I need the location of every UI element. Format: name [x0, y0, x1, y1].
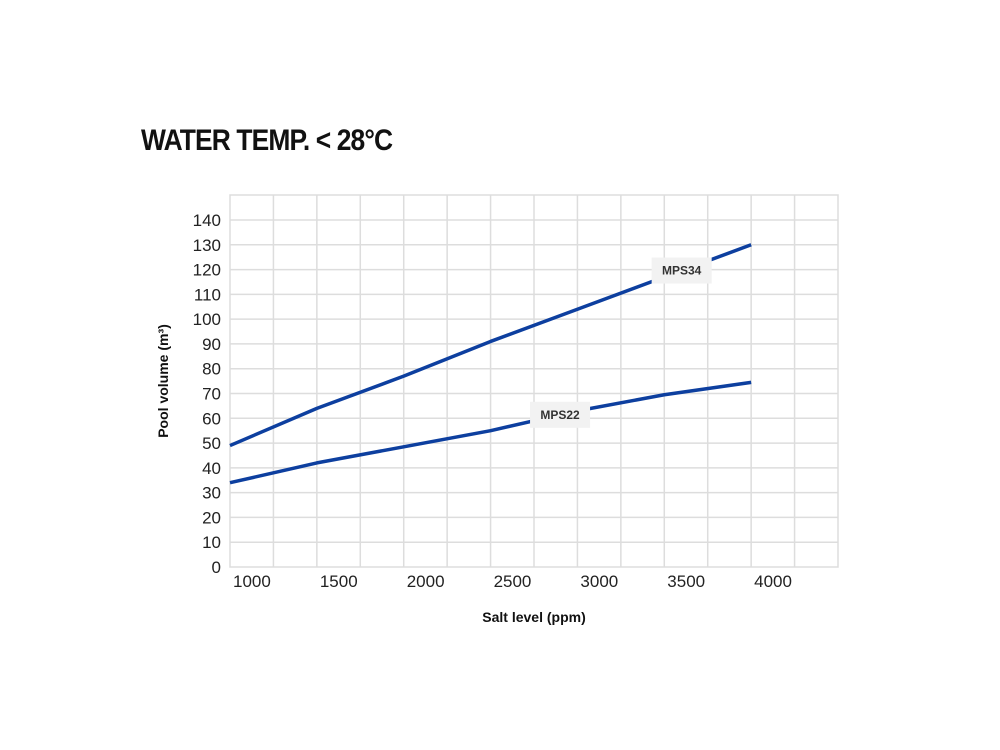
y-tick-label: 70: [202, 385, 221, 404]
y-tick-label: 0: [212, 558, 221, 577]
y-tick-label: 80: [202, 360, 221, 379]
y-tick-label: 100: [193, 310, 221, 329]
x-tick-label: 2000: [407, 572, 445, 591]
x-tick-label: 3500: [667, 572, 705, 591]
y-tick-label: 40: [202, 459, 221, 478]
y-tick-label: 110: [194, 285, 221, 304]
chart-title: WATER TEMP. < 28°C: [141, 124, 393, 157]
y-tick-label: 140: [193, 211, 221, 230]
y-tick-label: 10: [202, 533, 221, 552]
y-axis-label: Pool volume (m³): [155, 324, 171, 438]
series-label-box: [651, 257, 712, 284]
y-tick-label: 20: [202, 508, 221, 527]
x-axis-label: Salt level (ppm): [482, 609, 585, 625]
x-tick-label: 1000: [233, 572, 271, 591]
series-label: MPS34: [662, 264, 702, 278]
x-tick-label: 1500: [320, 572, 358, 591]
series-label-box: [530, 401, 591, 428]
x-tick-label: 4000: [754, 572, 792, 591]
x-tick-label: 3000: [580, 572, 618, 591]
y-tick-label: 30: [202, 484, 221, 503]
y-tick-label: 120: [193, 261, 221, 280]
series-label: MPS22: [540, 408, 580, 422]
x-tick-label: 2500: [494, 572, 532, 591]
y-tick-label: 90: [202, 335, 221, 354]
y-tick-label: 130: [193, 236, 221, 255]
y-tick-label: 60: [202, 409, 221, 428]
y-tick-label: 50: [202, 434, 221, 453]
series-line-mps22: [229, 380, 752, 485]
